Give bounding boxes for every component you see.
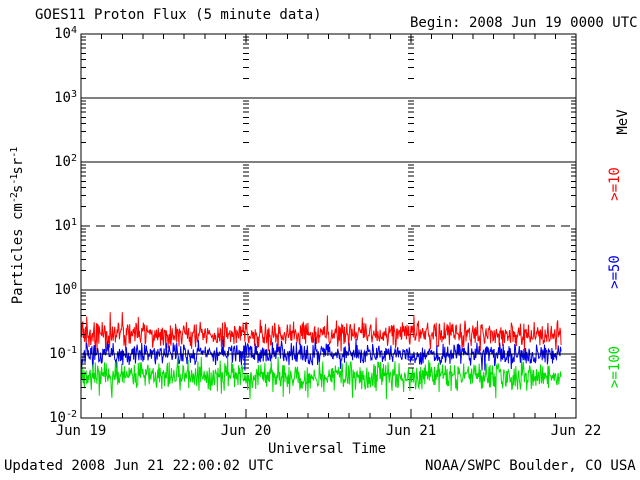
- y-axis-title-exp: -2: [9, 193, 20, 204]
- x-tick-label: Jun 22: [550, 423, 602, 439]
- x-tick-label: Jun 21: [385, 423, 437, 439]
- begin-timestamp: Begin: 2008 Jun 19 0000 UTC: [410, 15, 638, 31]
- chart-title: GOES11 Proton Flux (5 minute data): [35, 7, 322, 23]
- y-tick-label: 101: [26, 217, 77, 234]
- y-tick-exp: 3: [70, 89, 77, 100]
- series-label-ge100: >=100: [607, 345, 623, 389]
- y-axis-title-exp: -1: [9, 174, 20, 185]
- data-source-label: NOAA/SWPC Boulder, CO USA: [425, 458, 636, 474]
- y-axis-title-exp: -1: [9, 147, 20, 158]
- y-tick-base: 10: [54, 154, 71, 170]
- y-tick-base: 10: [49, 410, 66, 426]
- x-tick-label: Jun 19: [55, 423, 107, 439]
- y-tick-exp: 2: [70, 153, 77, 164]
- series-label-ge10: >=10: [607, 167, 623, 201]
- y-tick-base: 10: [54, 26, 71, 42]
- y-tick-exp: 1: [70, 217, 77, 228]
- y-tick-label: 100: [26, 281, 77, 298]
- y-axis-title-text: sr: [10, 157, 26, 175]
- y-tick-label: 10-1: [26, 345, 77, 362]
- y-tick-base: 10: [49, 346, 66, 362]
- y-tick-base: 10: [54, 218, 71, 234]
- y-tick-base: 10: [54, 282, 71, 298]
- y-tick-exp: 0: [70, 281, 77, 292]
- y-axis-title-text: Particles cm: [10, 203, 26, 305]
- x-tick-label: Jun 20: [220, 423, 272, 439]
- y-tick-exp: -2: [65, 409, 77, 420]
- x-axis-title: Universal Time: [268, 441, 387, 457]
- updated-timestamp: Updated 2008 Jun 21 22:00:02 UTC: [4, 458, 274, 474]
- y-axis-title: Particles cm-2s-1sr-1: [9, 110, 27, 342]
- y-tick-label: 104: [26, 25, 77, 42]
- y-tick-exp: 4: [70, 25, 77, 36]
- y-tick-exp: -1: [65, 345, 77, 356]
- y-tick-label: 102: [26, 153, 77, 170]
- y-tick-base: 10: [54, 90, 71, 106]
- y-tick-label: 10-2: [26, 409, 77, 426]
- y-axis-title-text: s: [10, 184, 26, 194]
- y-tick-label: 103: [26, 89, 77, 106]
- right-axis-unit-label: MeV: [615, 109, 631, 135]
- series-label-ge50: >=50: [607, 255, 623, 289]
